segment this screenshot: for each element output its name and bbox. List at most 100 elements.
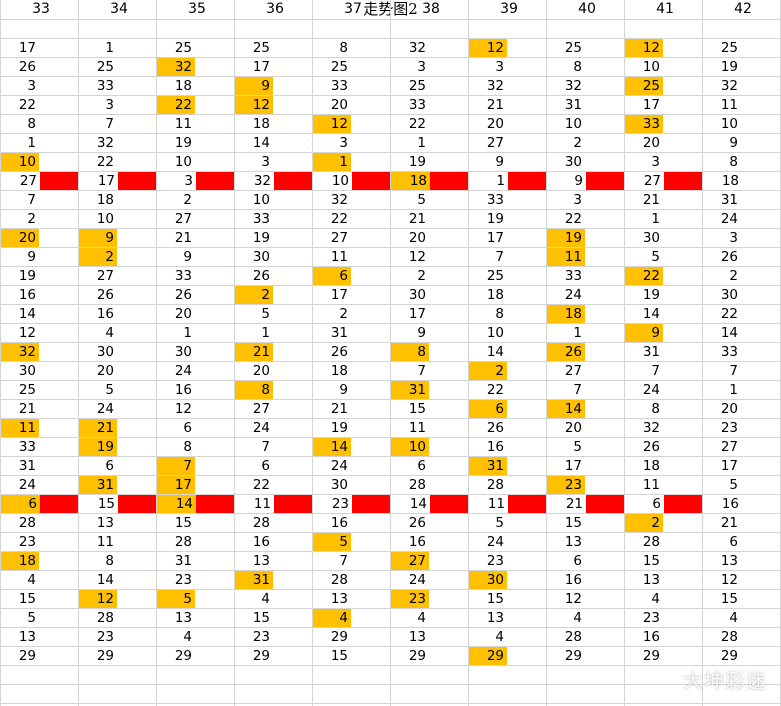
number-cell: 13 xyxy=(174,610,192,626)
highlighted-number-cell: 31 xyxy=(469,457,507,475)
number-cell: 29 xyxy=(642,648,660,664)
highlighted-number-cell: 31 xyxy=(79,476,117,494)
grid-vline xyxy=(234,0,235,706)
highlighted-number-cell: 14 xyxy=(313,438,351,456)
number-cell: 2 xyxy=(339,306,348,322)
number-cell: 28 xyxy=(486,477,504,493)
grid-hline xyxy=(0,437,781,438)
number-cell: 30 xyxy=(174,344,192,360)
number-cell: 5 xyxy=(105,382,114,398)
number-cell: 6 xyxy=(729,534,738,550)
number-cell: 33 xyxy=(720,344,738,360)
number-cell: 6 xyxy=(1,495,40,513)
number-cell: 6 xyxy=(105,458,114,474)
number-cell: 26 xyxy=(18,59,36,75)
number-cell: 33 xyxy=(486,192,504,208)
red-separator-bar xyxy=(118,495,156,513)
number-cell: 10 xyxy=(252,192,270,208)
number-cell: 27 xyxy=(330,230,348,246)
number-cell: 6 xyxy=(573,553,582,569)
number-cell: 13 xyxy=(18,629,36,645)
number-cell: 9 xyxy=(729,135,738,151)
number-cell: 24 xyxy=(486,534,504,550)
number-cell: 1 xyxy=(651,211,660,227)
number-cell: 31 xyxy=(174,553,192,569)
grid-hline xyxy=(0,570,781,571)
number-cell: 19 xyxy=(18,268,36,284)
number-cell: 31 xyxy=(564,97,582,113)
number-cell: 18 xyxy=(96,192,114,208)
number-cell: 1 xyxy=(261,325,270,341)
highlighted-number-cell: 11 xyxy=(547,248,585,266)
number-cell: 18 xyxy=(252,116,270,132)
number-cell: 15 xyxy=(97,496,115,512)
grid-hline xyxy=(0,247,781,248)
number-cell: 23 xyxy=(96,629,114,645)
number-cell: 32 xyxy=(253,173,271,189)
number-cell: 24 xyxy=(408,572,426,588)
number-cell: 29 xyxy=(330,629,348,645)
number-cell: 13 xyxy=(330,591,348,607)
grid-hline xyxy=(0,684,781,685)
number-cell: 16 xyxy=(721,496,739,512)
grid-hline xyxy=(0,152,781,153)
number-cell: 4 xyxy=(417,610,426,626)
number-cell: 16 xyxy=(18,287,36,303)
number-cell: 22 xyxy=(564,211,582,227)
number-cell: 1 xyxy=(729,382,738,398)
number-cell: 10 xyxy=(331,173,349,189)
number-cell: 1 xyxy=(183,325,192,341)
red-separator-bar xyxy=(352,172,390,190)
number-cell: 25 xyxy=(564,40,582,56)
number-cell: 33 xyxy=(330,78,348,94)
number-cell: 3 xyxy=(261,154,270,170)
number-cell: 14 xyxy=(96,572,114,588)
number-cell: 28 xyxy=(408,477,426,493)
number-cell: 26 xyxy=(174,287,192,303)
number-cell: 33 xyxy=(96,78,114,94)
number-cell: 28 xyxy=(564,629,582,645)
number-cell: 19 xyxy=(408,154,426,170)
number-cell: 2 xyxy=(27,211,36,227)
number-cell: 30 xyxy=(408,287,426,303)
number-cell: 19 xyxy=(642,287,660,303)
number-cell: 32 xyxy=(642,420,660,436)
number-cell: 22 xyxy=(96,154,114,170)
number-cell: 5 xyxy=(573,439,582,455)
red-separator-bar xyxy=(40,172,78,190)
grid-hline xyxy=(0,19,781,20)
grid-hline xyxy=(0,323,781,324)
red-separator-bar xyxy=(196,172,234,190)
highlighted-number-cell: 7 xyxy=(157,457,195,475)
grid-vline xyxy=(78,0,79,706)
number-cell: 19 xyxy=(330,420,348,436)
number-cell: 18 xyxy=(174,78,192,94)
red-separator-bar xyxy=(274,495,312,513)
highlighted-number-cell: 2 xyxy=(79,248,117,266)
number-cell: 27 xyxy=(174,211,192,227)
number-cell: 3 xyxy=(27,78,36,94)
number-cell: 1 xyxy=(496,173,505,189)
number-cell: 32 xyxy=(330,192,348,208)
grid-hline xyxy=(0,38,781,39)
number-cell: 29 xyxy=(720,648,738,664)
number-cell: 13 xyxy=(564,534,582,550)
grid-hline xyxy=(0,456,781,457)
number-cell: 3 xyxy=(184,173,193,189)
number-cell: 17 xyxy=(330,287,348,303)
number-cell: 26 xyxy=(252,268,270,284)
number-cell: 9 xyxy=(574,173,583,189)
highlighted-number-cell: 18 xyxy=(1,552,39,570)
number-cell: 11 xyxy=(642,477,660,493)
number-cell: 17 xyxy=(486,230,504,246)
number-cell: 16 xyxy=(486,439,504,455)
number-cell: 7 xyxy=(573,382,582,398)
number-cell: 15 xyxy=(174,515,192,531)
highlighted-number-cell: 20 xyxy=(1,229,39,247)
grid-hline xyxy=(0,494,781,495)
number-cell: 6 xyxy=(652,496,661,512)
number-cell: 2 xyxy=(417,268,426,284)
highlighted-number-cell: 17 xyxy=(157,476,195,494)
number-cell: 14 xyxy=(157,495,196,513)
number-cell: 15 xyxy=(720,591,738,607)
